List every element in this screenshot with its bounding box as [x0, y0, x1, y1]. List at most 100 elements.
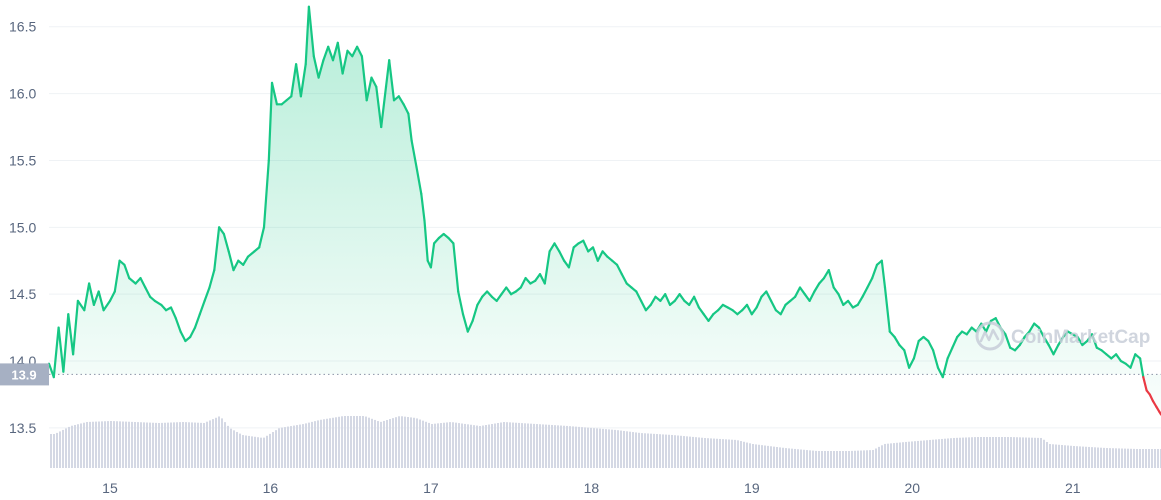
volume-bar — [149, 422, 151, 468]
volume-bar — [539, 424, 541, 468]
volume-bar — [413, 417, 415, 468]
volume-bar — [128, 421, 130, 468]
volume-bar — [902, 442, 904, 468]
price-line-segment — [779, 303, 787, 316]
volume-bar — [1094, 447, 1096, 468]
price-line-segment — [356, 45, 363, 58]
volume-bar — [914, 441, 916, 468]
volume-bar — [1088, 446, 1090, 468]
price-line-segment — [769, 299, 778, 312]
volume-bars — [50, 416, 1161, 468]
price-line-segment — [941, 357, 949, 379]
volume-bar — [305, 423, 307, 468]
price-line-segment — [397, 95, 405, 106]
volume-bar — [905, 441, 907, 468]
volume-bar — [1043, 439, 1045, 468]
volume-bar — [467, 424, 469, 468]
price-line-segment — [946, 346, 954, 360]
price-line-segment — [591, 246, 599, 262]
volume-bar — [596, 428, 598, 468]
y-tick-label: 14.5 — [9, 286, 36, 302]
coinmarketcap-logo-icon — [975, 321, 1005, 351]
volume-bar — [80, 423, 82, 468]
volume-bar — [878, 446, 880, 468]
volume-bar — [1040, 437, 1042, 468]
volume-bar — [521, 423, 523, 468]
volume-bar — [932, 439, 934, 468]
volume-bar — [995, 437, 997, 468]
price-line-segment — [1148, 393, 1155, 403]
volume-bar — [998, 437, 1000, 468]
volume-bar — [707, 438, 709, 468]
volume-bar — [617, 430, 619, 468]
volume-bar — [1127, 448, 1129, 468]
price-line-segment — [481, 290, 489, 298]
volume-bar — [773, 446, 775, 468]
volume-bar — [464, 423, 466, 468]
volume-bar — [809, 450, 811, 468]
volume-bar — [365, 416, 367, 468]
volume-bar — [716, 438, 718, 468]
volume-bar — [1007, 437, 1009, 468]
volume-bar — [674, 435, 676, 468]
volume-bar — [857, 450, 859, 468]
price-line-segment — [153, 299, 163, 306]
price-line-segment — [270, 81, 278, 106]
volume-bar — [605, 429, 607, 468]
volume-bar — [953, 437, 955, 468]
volume-bar — [1145, 449, 1147, 468]
coinmarketcap-logo-mark — [979, 328, 1000, 343]
volume-bar — [116, 421, 118, 468]
volume-bar — [1079, 446, 1081, 468]
price-line-segment — [558, 250, 566, 262]
volume-bar — [53, 434, 55, 468]
volume-bar — [926, 440, 928, 468]
price-line-segment — [407, 112, 413, 142]
price-line-segment — [765, 290, 773, 302]
volume-bar — [248, 435, 250, 468]
volume-bar — [158, 422, 160, 468]
volume-bar — [188, 422, 190, 468]
volume-bar — [800, 449, 802, 468]
volume-bar — [923, 440, 925, 468]
price-line-segment — [745, 303, 753, 316]
price-line-segment — [128, 277, 137, 285]
volume-bar — [194, 422, 196, 468]
volume-bar — [1097, 447, 1099, 468]
volume-bar — [338, 416, 340, 468]
volume-bar — [314, 421, 316, 468]
volume-bar — [266, 435, 268, 468]
volume-bar — [278, 428, 280, 468]
price-line-segment — [1061, 330, 1070, 339]
volume-bar — [683, 436, 685, 468]
volume-bar — [1118, 448, 1120, 468]
volume-bar — [68, 426, 70, 468]
price-line-segment — [898, 343, 906, 352]
reference-price-badge: 13.9 — [0, 363, 49, 386]
volume-bar — [647, 433, 649, 468]
volume-bar — [671, 434, 673, 468]
volume-bar — [1151, 449, 1153, 468]
price-line-segment — [410, 139, 418, 169]
price-line-segment — [433, 236, 440, 245]
volume-bar — [71, 425, 73, 468]
volume-bar — [356, 416, 358, 468]
volume-bar — [131, 421, 133, 468]
price-line-segment — [322, 45, 330, 62]
volume-bar — [956, 437, 958, 468]
volume-bar — [860, 450, 862, 468]
volume-bar — [677, 435, 679, 468]
volume-bar — [185, 422, 187, 468]
price-line-segment — [673, 293, 681, 302]
volume-bar — [665, 434, 667, 468]
volume-bar — [821, 451, 823, 468]
price-line-segment — [519, 277, 527, 289]
price-line-segment — [1114, 353, 1123, 363]
volume-bar — [827, 451, 829, 468]
volume-bar — [368, 417, 370, 468]
price-line-segment — [861, 286, 869, 298]
price-line-segment — [1037, 326, 1046, 339]
volume-bar — [818, 451, 820, 468]
volume-bar — [524, 423, 526, 468]
